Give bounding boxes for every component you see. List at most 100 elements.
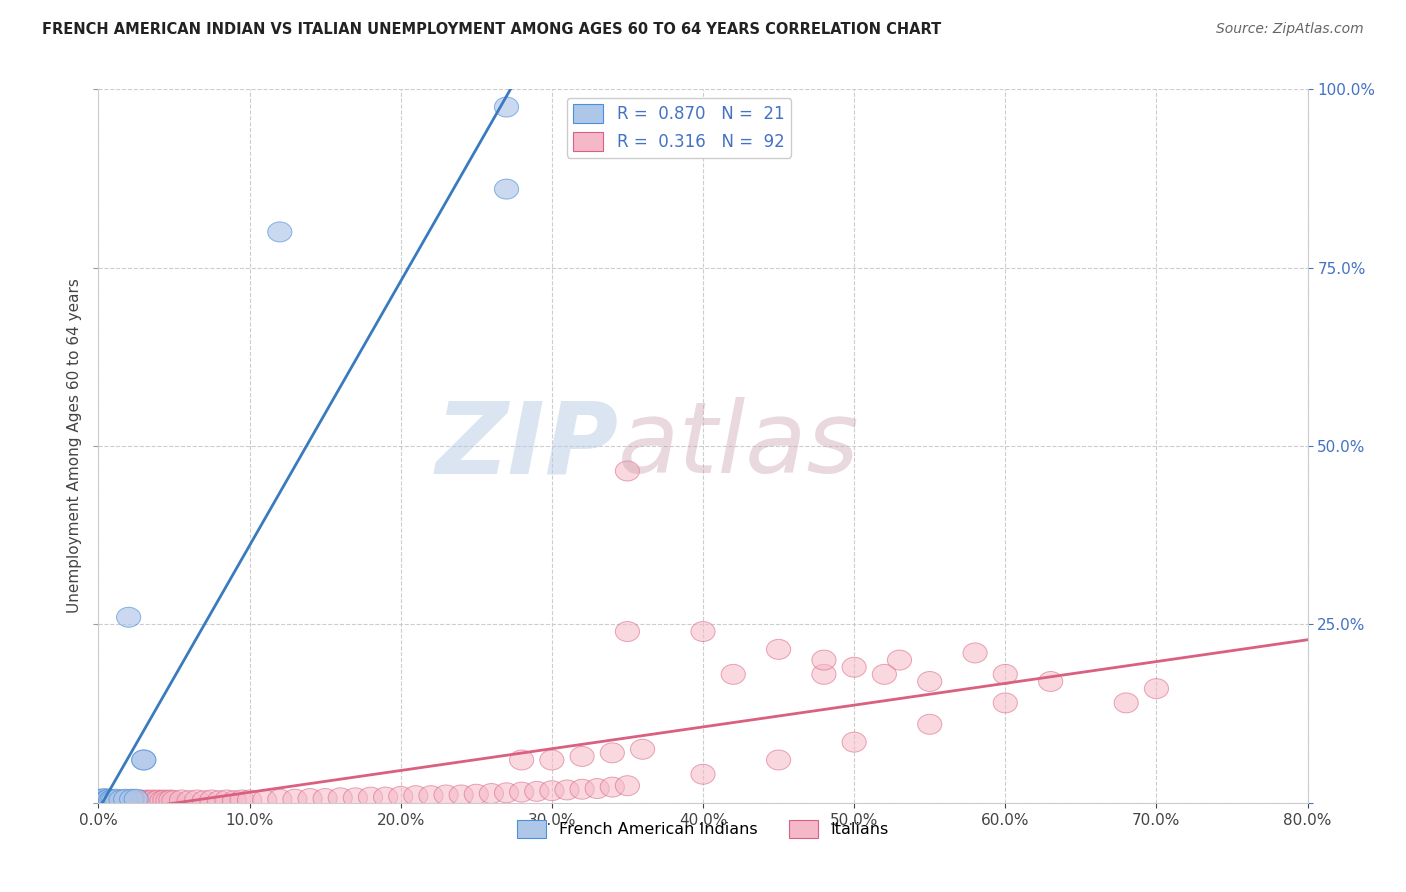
Ellipse shape — [114, 789, 138, 809]
Ellipse shape — [766, 640, 790, 659]
Ellipse shape — [193, 790, 217, 811]
Ellipse shape — [766, 750, 790, 770]
Ellipse shape — [132, 790, 156, 811]
Ellipse shape — [404, 786, 427, 805]
Ellipse shape — [690, 764, 716, 784]
Ellipse shape — [540, 780, 564, 801]
Ellipse shape — [125, 790, 150, 811]
Ellipse shape — [98, 790, 122, 811]
Ellipse shape — [374, 787, 398, 807]
Ellipse shape — [143, 790, 167, 811]
Y-axis label: Unemployment Among Ages 60 to 64 years: Unemployment Among Ages 60 to 64 years — [67, 278, 83, 614]
Ellipse shape — [97, 789, 121, 809]
Text: FRENCH AMERICAN INDIAN VS ITALIAN UNEMPLOYMENT AMONG AGES 60 TO 64 YEARS CORRELA: FRENCH AMERICAN INDIAN VS ITALIAN UNEMPL… — [42, 22, 942, 37]
Ellipse shape — [616, 776, 640, 796]
Ellipse shape — [117, 607, 141, 627]
Ellipse shape — [993, 693, 1018, 713]
Ellipse shape — [104, 790, 129, 810]
Ellipse shape — [231, 790, 254, 810]
Ellipse shape — [110, 790, 134, 810]
Ellipse shape — [690, 622, 716, 641]
Ellipse shape — [132, 750, 156, 770]
Ellipse shape — [918, 672, 942, 691]
Ellipse shape — [97, 790, 121, 810]
Ellipse shape — [132, 750, 156, 770]
Ellipse shape — [135, 790, 159, 810]
Ellipse shape — [93, 790, 117, 811]
Ellipse shape — [98, 790, 122, 811]
Ellipse shape — [495, 179, 519, 199]
Ellipse shape — [159, 790, 183, 810]
Ellipse shape — [555, 780, 579, 800]
Ellipse shape — [963, 643, 987, 663]
Ellipse shape — [298, 789, 322, 808]
Ellipse shape — [253, 790, 277, 810]
Ellipse shape — [328, 788, 353, 808]
Ellipse shape — [721, 665, 745, 684]
Ellipse shape — [1039, 672, 1063, 691]
Ellipse shape — [96, 790, 120, 811]
Ellipse shape — [616, 461, 640, 481]
Ellipse shape — [524, 781, 548, 801]
Ellipse shape — [101, 790, 125, 811]
Ellipse shape — [111, 790, 135, 810]
Ellipse shape — [495, 783, 519, 803]
Ellipse shape — [359, 787, 382, 807]
Ellipse shape — [569, 747, 595, 766]
Ellipse shape — [87, 789, 112, 809]
Ellipse shape — [94, 790, 118, 811]
Ellipse shape — [184, 790, 208, 810]
Legend: French American Indians, Italians: French American Indians, Italians — [510, 814, 896, 845]
Text: atlas: atlas — [619, 398, 860, 494]
Ellipse shape — [93, 789, 117, 808]
Ellipse shape — [918, 714, 942, 734]
Ellipse shape — [419, 786, 443, 805]
Ellipse shape — [170, 790, 194, 810]
Ellipse shape — [90, 790, 114, 811]
Ellipse shape — [388, 787, 413, 806]
Ellipse shape — [91, 790, 115, 810]
Ellipse shape — [153, 790, 177, 810]
Ellipse shape — [343, 788, 367, 808]
Ellipse shape — [87, 790, 112, 810]
Ellipse shape — [96, 790, 120, 810]
Ellipse shape — [177, 790, 201, 811]
Ellipse shape — [222, 790, 246, 811]
Ellipse shape — [129, 790, 153, 810]
Ellipse shape — [811, 650, 837, 670]
Ellipse shape — [141, 790, 165, 810]
Ellipse shape — [509, 782, 534, 802]
Ellipse shape — [238, 790, 262, 810]
Ellipse shape — [107, 790, 132, 811]
Ellipse shape — [842, 657, 866, 677]
Ellipse shape — [138, 790, 162, 811]
Ellipse shape — [207, 790, 232, 811]
Ellipse shape — [101, 790, 125, 811]
Ellipse shape — [842, 732, 866, 752]
Ellipse shape — [100, 790, 124, 810]
Ellipse shape — [114, 790, 138, 811]
Ellipse shape — [150, 790, 174, 811]
Ellipse shape — [283, 789, 307, 809]
Ellipse shape — [540, 750, 564, 770]
Ellipse shape — [569, 780, 595, 799]
Ellipse shape — [993, 665, 1018, 684]
Text: Source: ZipAtlas.com: Source: ZipAtlas.com — [1216, 22, 1364, 37]
Ellipse shape — [124, 789, 148, 809]
Ellipse shape — [156, 790, 180, 811]
Text: ZIP: ZIP — [436, 398, 619, 494]
Ellipse shape — [90, 790, 114, 811]
Ellipse shape — [434, 785, 458, 805]
Ellipse shape — [872, 665, 897, 684]
Ellipse shape — [267, 789, 292, 809]
Ellipse shape — [1114, 693, 1139, 713]
Ellipse shape — [509, 750, 534, 770]
Ellipse shape — [146, 790, 172, 810]
Ellipse shape — [1144, 679, 1168, 698]
Ellipse shape — [600, 743, 624, 763]
Ellipse shape — [94, 790, 118, 810]
Ellipse shape — [117, 790, 141, 810]
Ellipse shape — [267, 222, 292, 242]
Ellipse shape — [104, 789, 129, 809]
Ellipse shape — [464, 784, 488, 805]
